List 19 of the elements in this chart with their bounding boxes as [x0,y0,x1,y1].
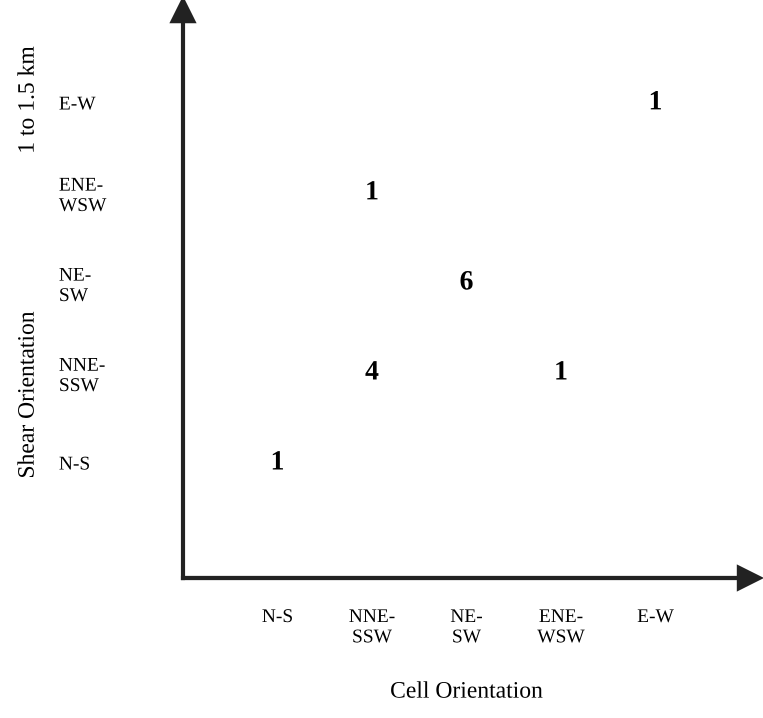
x-tick-label: NE- SW [450,609,482,643]
data-label: 6 [460,271,473,290]
x-tick-label: N-S [262,609,292,622]
text: 1 to 1.5 km [17,46,34,152]
y-tick-label: NE- SW [59,268,91,302]
data-label: 1 [556,361,567,380]
x-tick-label: E-W [638,609,674,622]
y-tick-label: ENE- WSW [58,178,106,212]
data-label: 1 [272,451,284,470]
y-axis-title: Shear Orientation [17,312,34,478]
data-label: 1 [650,91,662,110]
x-axis-title: Cell Orientation [391,681,543,698]
y-tick-label: N-S [59,456,90,470]
data-label: 1 [367,181,378,200]
x-tick-label: NNE- SSW [349,609,395,643]
x-tick-label: ENE- WSW [537,609,585,643]
y-tick-label: E-W [59,96,96,110]
data-label: 4 [365,361,378,380]
y-tick-label: NNE- SSW [59,358,105,392]
